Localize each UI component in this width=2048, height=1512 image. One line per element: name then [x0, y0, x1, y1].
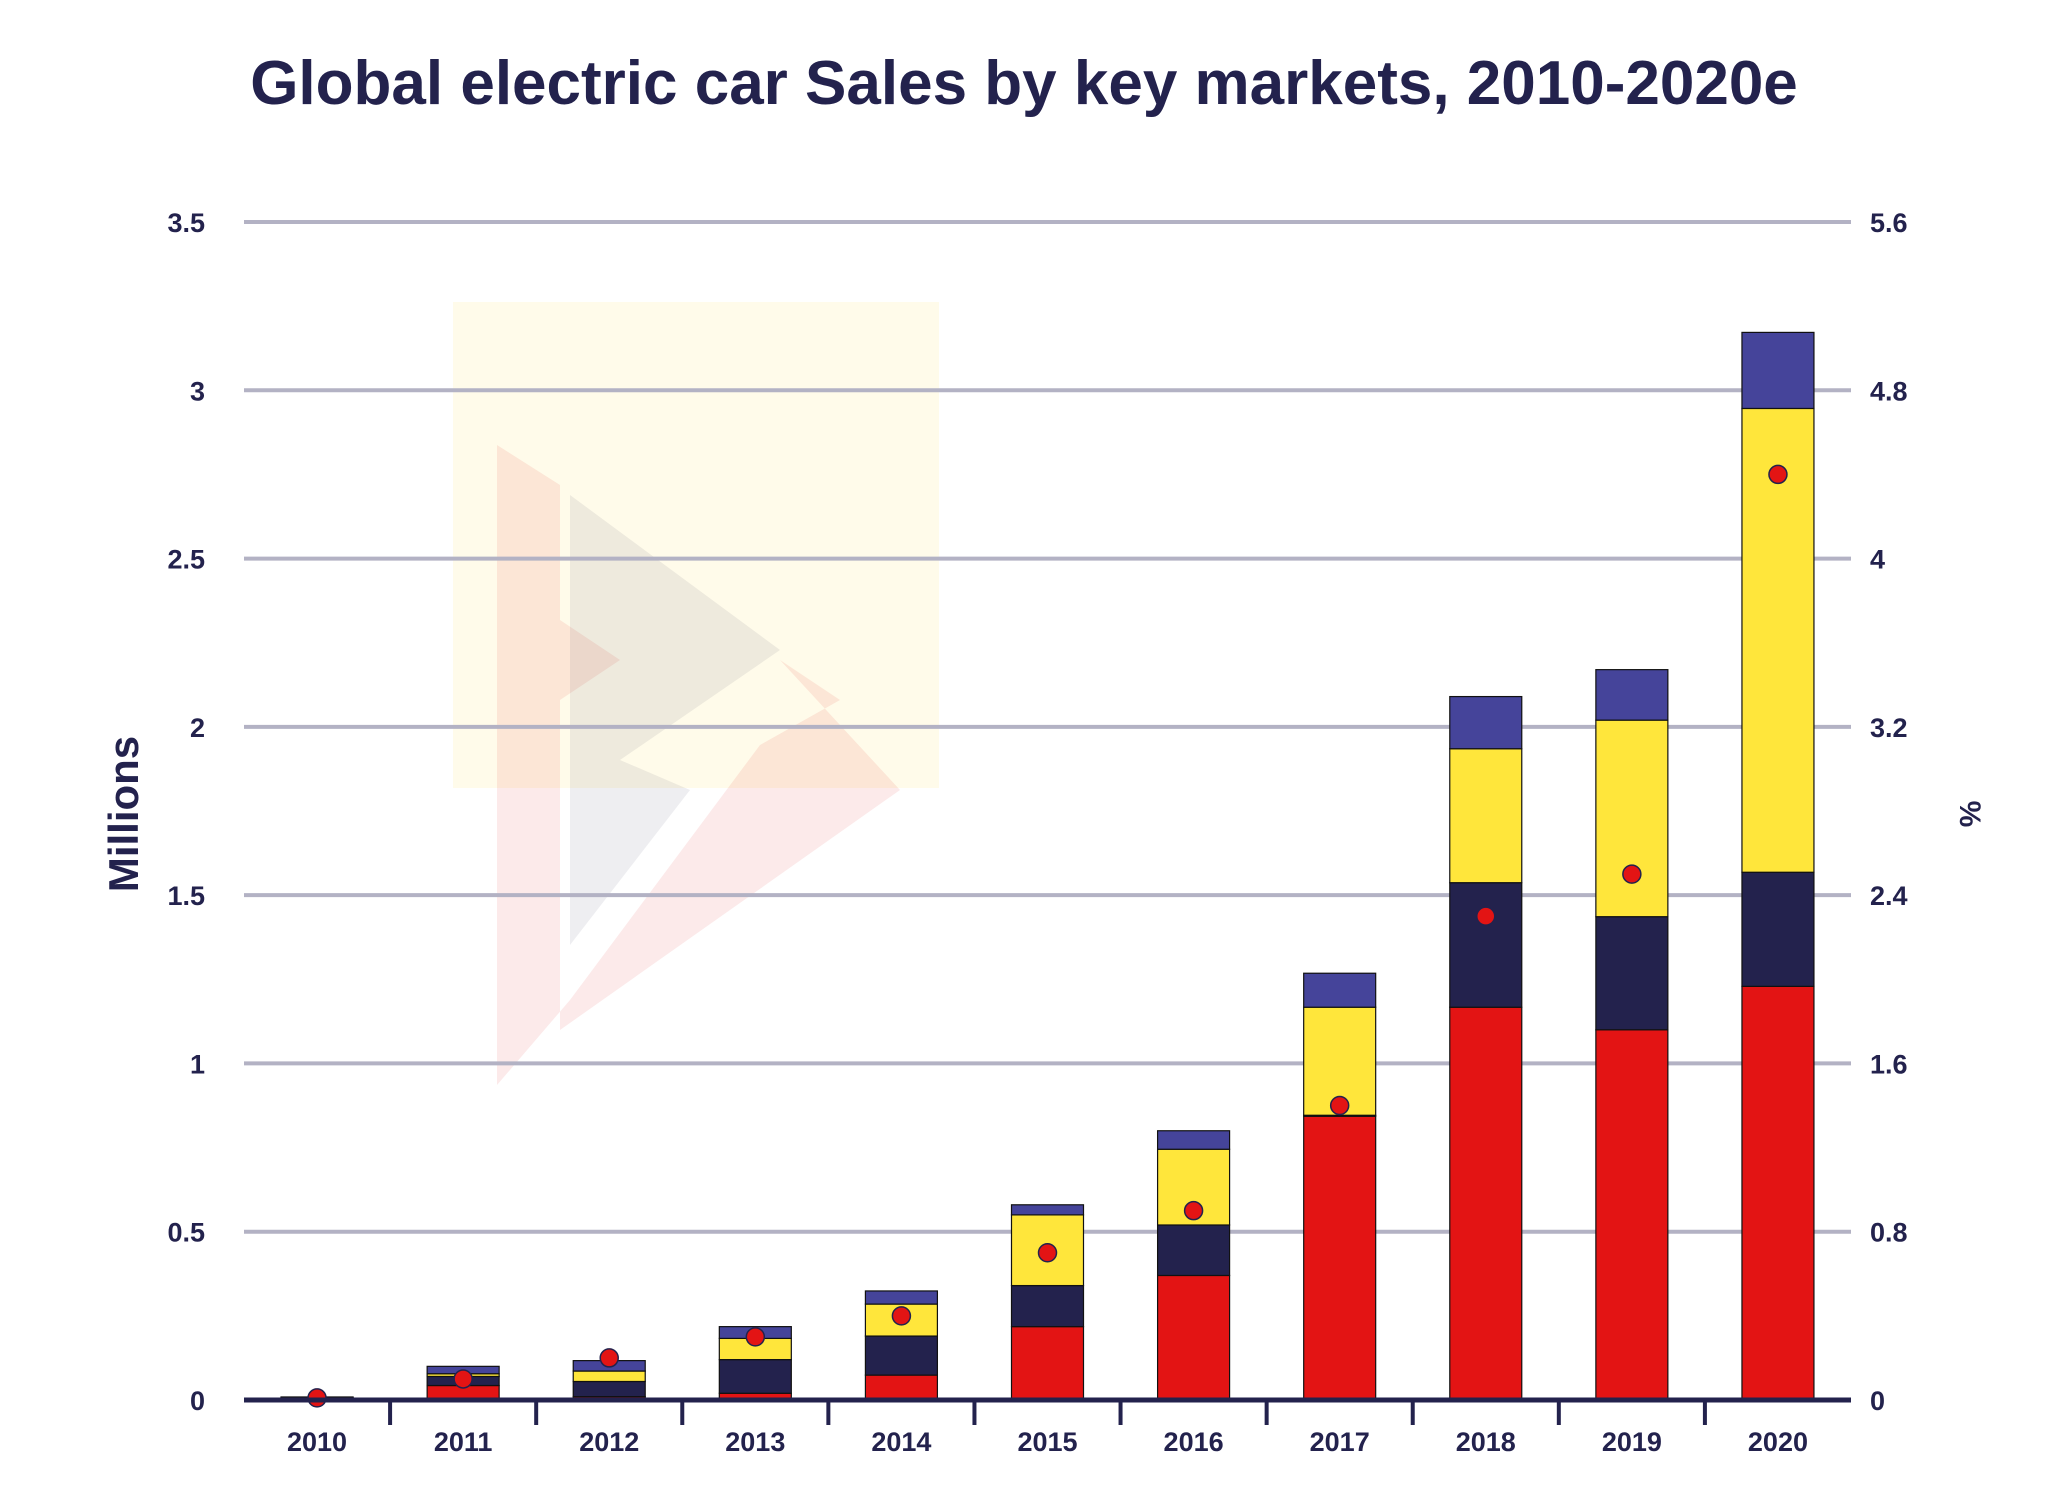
x-tick-label: 2014 — [871, 1427, 931, 1457]
bar-segment-2020-s0 — [1741, 985, 1815, 1401]
y2-tick-label: 5.6 — [1870, 208, 1908, 238]
y-tick-label: 3 — [190, 376, 205, 406]
bar-segment-2018-s3 — [1449, 695, 1523, 750]
bar-segment-2018-s0 — [1449, 1006, 1523, 1401]
x-tick-label: 2018 — [1456, 1427, 1516, 1457]
bar-segment-2017-s0 — [1303, 1115, 1377, 1401]
y-tick-label: 0 — [190, 1386, 205, 1416]
bar-segment-2020-s3 — [1741, 331, 1815, 410]
share-point-2019 — [1622, 864, 1642, 884]
bar-segment-2016-s0 — [1156, 1274, 1231, 1401]
y-tick-label: 1.5 — [167, 881, 205, 911]
y2-tick-label: 1.6 — [1870, 1049, 1908, 1079]
bar-segment-2016-s1 — [1156, 1224, 1231, 1277]
share-point-2011 — [453, 1369, 473, 1389]
y2-tick-label: 2.4 — [1870, 881, 1908, 911]
x-tick-label: 2015 — [1017, 1427, 1077, 1457]
y2-axis-label: % — [1953, 801, 1986, 828]
y2-tick-label: 4 — [1870, 545, 1885, 575]
bar-segment-2015-s3 — [1010, 1204, 1085, 1216]
y-tick-label: 2.5 — [167, 545, 205, 575]
bar-segment-2014-s3 — [864, 1290, 939, 1305]
share-point-2013 — [745, 1327, 766, 1347]
x-tick-label: 2010 — [287, 1427, 347, 1457]
bar-segment-2018-s2 — [1449, 748, 1523, 884]
bar-segment-2019-s0 — [1595, 1029, 1669, 1401]
bar-segment-2020-s2 — [1741, 407, 1815, 873]
bar-segment-2020-s1 — [1741, 871, 1815, 987]
bar-segment-2012-s2 — [572, 1370, 646, 1383]
share-point-2012 — [599, 1348, 619, 1368]
y-tick-label: 3.5 — [167, 208, 205, 238]
x-tick-label: 2013 — [725, 1427, 785, 1457]
x-tick-label: 2016 — [1164, 1427, 1224, 1457]
bar-segment-2019-s3 — [1595, 669, 1669, 721]
y-axis-label: Millions — [100, 736, 147, 892]
bar-segment-2017-s3 — [1303, 972, 1377, 1008]
share-point-2016 — [1183, 1200, 1204, 1221]
share-point-2017 — [1329, 1095, 1350, 1116]
share-point-2018 — [1476, 906, 1496, 926]
bar-segment-2012-s1 — [572, 1380, 646, 1398]
bar-segment-2019-s2 — [1595, 719, 1669, 918]
share-point-2020 — [1768, 464, 1788, 485]
bar-segment-2015-s0 — [1010, 1326, 1085, 1401]
x-tick-label: 2020 — [1748, 1427, 1808, 1457]
x-tick-label: 2017 — [1310, 1427, 1370, 1457]
bar-segment-2018-s1 — [1449, 882, 1523, 1008]
bar-segment-2015-s1 — [1010, 1284, 1085, 1328]
y2-tick-label: 0 — [1870, 1386, 1885, 1416]
bar-segment-2019-s1 — [1595, 916, 1669, 1031]
y2-tick-label: 0.8 — [1870, 1218, 1908, 1248]
x-tick-label: 2011 — [434, 1427, 493, 1457]
y-tick-label: 0.5 — [167, 1218, 205, 1248]
share-point-2015 — [1037, 1243, 1058, 1263]
y-tick-label: 1 — [190, 1049, 205, 1079]
bar-segment-2014-s0 — [864, 1374, 939, 1401]
watermark-logo — [453, 302, 939, 1085]
chart-title: Global electric car Sales by key markets… — [250, 49, 1798, 118]
y2-tick-label: 3.2 — [1870, 713, 1908, 743]
share-point-2014 — [891, 1306, 912, 1326]
bar-segment-2014-s1 — [864, 1335, 939, 1376]
x-tick-label: 2019 — [1602, 1427, 1662, 1457]
x-tick-label: 2012 — [579, 1427, 639, 1457]
bar-segment-2016-s3 — [1156, 1130, 1231, 1150]
y2-tick-label: 4.8 — [1870, 376, 1908, 406]
bar-segment-2013-s1 — [718, 1359, 792, 1394]
y-tick-label: 2 — [190, 713, 205, 743]
